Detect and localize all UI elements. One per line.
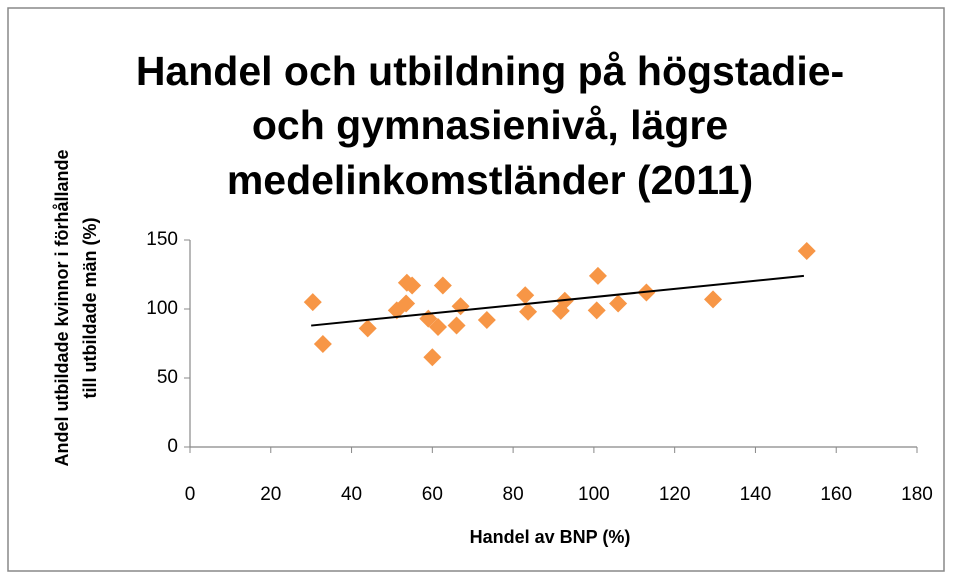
point [397,294,416,313]
x-tick-label: 140 [740,484,772,505]
point [428,317,447,336]
point [403,276,422,295]
point [588,266,607,285]
point [797,242,816,261]
y-tick-label: 100 [146,298,178,319]
point [609,294,628,313]
point [433,276,452,295]
point [358,319,377,338]
x-tick-label: 180 [901,484,933,505]
x-tick-label: 120 [659,484,691,505]
chart-border [7,7,945,572]
point [313,335,332,354]
point [587,301,606,320]
y-tick-label: 50 [157,367,178,388]
point [447,316,466,335]
x-tick-label: 100 [578,484,610,505]
point [519,302,538,321]
x-tick-label: 0 [185,484,196,505]
point [423,348,442,367]
chart-title: medelinkomstländer (2011) [227,157,753,203]
x-axis-label: Handel av BNP (%) [470,527,631,547]
x-tick-label: 60 [422,484,443,505]
y-tick-label: 0 [167,436,178,457]
x-tick-label: 160 [820,484,852,505]
y-axis-label: till utbildade män (%) [80,217,100,398]
y-axis-label: Andel utbildade kvinnor i förhållande [52,149,72,466]
trendline [311,274,805,327]
point [477,311,496,330]
chart-title: Handel och utbildning på högstadie- [136,48,844,94]
point [303,293,322,312]
y-tick-label: 150 [146,229,178,250]
x-tick-label: 80 [503,484,524,505]
x-tick-label: 20 [260,484,281,505]
x-tick-label: 40 [341,484,362,505]
point [704,290,723,309]
chart-title: och gymnasienivå, lägre [252,102,728,148]
point [516,286,535,305]
